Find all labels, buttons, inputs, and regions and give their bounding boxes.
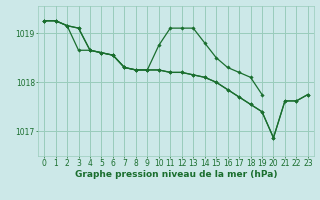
X-axis label: Graphe pression niveau de la mer (hPa): Graphe pression niveau de la mer (hPa) <box>75 170 277 179</box>
